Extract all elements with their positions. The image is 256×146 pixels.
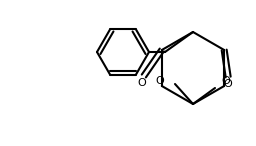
Text: O: O	[222, 76, 231, 86]
Text: O: O	[224, 79, 232, 89]
Text: O: O	[137, 78, 146, 88]
Text: O: O	[155, 76, 164, 86]
